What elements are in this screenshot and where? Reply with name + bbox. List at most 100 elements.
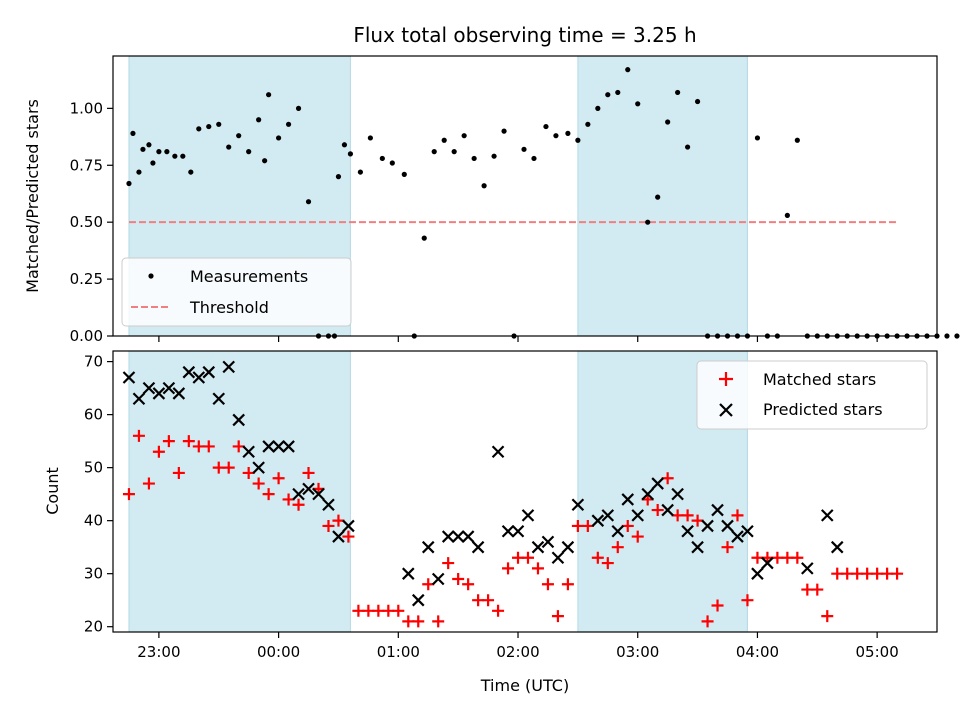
predicted-point bbox=[411, 593, 425, 607]
predicted-point bbox=[312, 487, 325, 501]
measurement-point bbox=[553, 133, 559, 139]
predicted-point bbox=[232, 413, 245, 427]
predicted-point bbox=[212, 392, 226, 405]
matched-point bbox=[551, 610, 564, 623]
bottom-y-tick-label: 40 bbox=[84, 512, 103, 530]
matched-point bbox=[272, 472, 285, 485]
measurement-point bbox=[146, 142, 152, 148]
matched-point bbox=[432, 615, 445, 628]
bottom-y-tick-label: 20 bbox=[84, 618, 103, 636]
measurement-point bbox=[441, 137, 447, 143]
predicted-point bbox=[741, 524, 754, 538]
legend-predicted-label: Predicted stars bbox=[763, 400, 883, 419]
measurement-point bbox=[256, 117, 262, 123]
predicted-point bbox=[402, 567, 415, 580]
measurement-point bbox=[784, 212, 790, 218]
predicted-point bbox=[421, 540, 435, 554]
bottom-y-tick-label: 60 bbox=[84, 406, 103, 424]
predicted-point bbox=[801, 562, 814, 575]
measurement-point bbox=[206, 123, 212, 130]
predicted-point bbox=[621, 493, 635, 506]
matched-point bbox=[462, 578, 475, 591]
top-panel: 0.00 0.25 0.50 0.75 1.00 Matched/Predicted s… bbox=[23, 55, 960, 345]
predicted-point bbox=[521, 509, 535, 522]
top-legend-box bbox=[121, 257, 352, 327]
measurement-point bbox=[543, 123, 549, 130]
predicted-point bbox=[491, 445, 505, 459]
predicted-point bbox=[282, 440, 295, 453]
predicted-point bbox=[571, 498, 585, 512]
measurement-point bbox=[335, 174, 342, 180]
bottom-x-tick-label: 00:00 bbox=[257, 643, 300, 661]
measurement-point bbox=[521, 146, 527, 152]
predicted-point bbox=[162, 381, 176, 395]
measurement-point bbox=[140, 146, 146, 152]
predicted-point bbox=[711, 503, 724, 517]
matched-point bbox=[142, 477, 155, 490]
matched-point bbox=[611, 541, 624, 554]
matched-point bbox=[561, 578, 574, 591]
matched-point bbox=[222, 461, 235, 474]
bottom-y-tick-label: 30 bbox=[84, 565, 103, 583]
top-y-axis-label: Matched/Predicted stars bbox=[23, 99, 42, 293]
matched-point bbox=[152, 445, 165, 458]
predicted-point bbox=[461, 530, 475, 543]
measurement-point bbox=[180, 153, 186, 159]
measurement-point bbox=[655, 194, 661, 200]
predicted-point bbox=[441, 530, 455, 543]
bottom-y-axis-label: Count bbox=[43, 467, 62, 515]
bottom-x-tick-label: 04:00 bbox=[736, 643, 779, 661]
top-y-tick-label: 1.00 bbox=[70, 99, 103, 117]
legend-measurements-label: Measurements bbox=[190, 267, 308, 286]
bottom-x-tick-label: 01:00 bbox=[377, 643, 420, 661]
matched-point bbox=[292, 498, 305, 511]
measurement-point bbox=[481, 183, 487, 189]
measurement-point bbox=[461, 133, 467, 139]
predicted-point bbox=[611, 524, 625, 538]
measurement-point bbox=[226, 144, 232, 150]
matched-point bbox=[162, 435, 175, 448]
measurement-point bbox=[246, 149, 252, 155]
matched-point bbox=[342, 530, 355, 543]
matched-point bbox=[691, 514, 704, 527]
predicted-point bbox=[820, 509, 834, 522]
predicted-point bbox=[751, 567, 764, 580]
matched-point bbox=[651, 504, 664, 517]
measurement-point bbox=[150, 160, 156, 166]
bottom-legend-box bbox=[696, 360, 928, 430]
measurement-point bbox=[401, 171, 407, 177]
top-x-ticks bbox=[158, 336, 878, 342]
measurement-point bbox=[379, 155, 385, 162]
top-shaded-regions bbox=[128, 55, 748, 337]
measurement-point bbox=[156, 149, 162, 155]
measurement-point bbox=[389, 160, 395, 166]
predicted-point bbox=[222, 360, 235, 374]
measurement-point bbox=[196, 126, 202, 132]
bottom-panel: 20 30 40 50 60 70 23:00 00:00 01:00 02:00 03:00 04… bbox=[43, 350, 938, 695]
predicted-point bbox=[262, 440, 275, 453]
measurement-point bbox=[367, 135, 373, 141]
predicted-point bbox=[691, 540, 704, 554]
predicted-point bbox=[332, 530, 345, 543]
measurement-point bbox=[216, 121, 222, 127]
predicted-point bbox=[252, 461, 265, 474]
predicted-point bbox=[431, 572, 445, 586]
measurement-point bbox=[188, 169, 194, 175]
predicted-point bbox=[272, 440, 285, 453]
matched-point bbox=[791, 551, 804, 564]
bottom-x-ticks: 23:00 00:00 01:00 02:00 03:00 04:00 05:00 bbox=[137, 632, 899, 661]
legend-matched-marker bbox=[719, 372, 733, 386]
matched-point bbox=[482, 594, 495, 607]
predicted-point bbox=[202, 365, 216, 379]
bottom-legend: Matched stars Predicted stars bbox=[696, 360, 928, 430]
matched-point bbox=[322, 519, 335, 532]
matched-point bbox=[492, 604, 505, 617]
matched-point bbox=[591, 551, 604, 564]
matched-point bbox=[661, 472, 674, 485]
predicted-point bbox=[172, 387, 186, 400]
predicted-point bbox=[451, 530, 465, 543]
measurement-point bbox=[685, 144, 691, 150]
measurement-point bbox=[954, 333, 960, 339]
bottom-x-tick-label: 02:00 bbox=[496, 643, 539, 661]
